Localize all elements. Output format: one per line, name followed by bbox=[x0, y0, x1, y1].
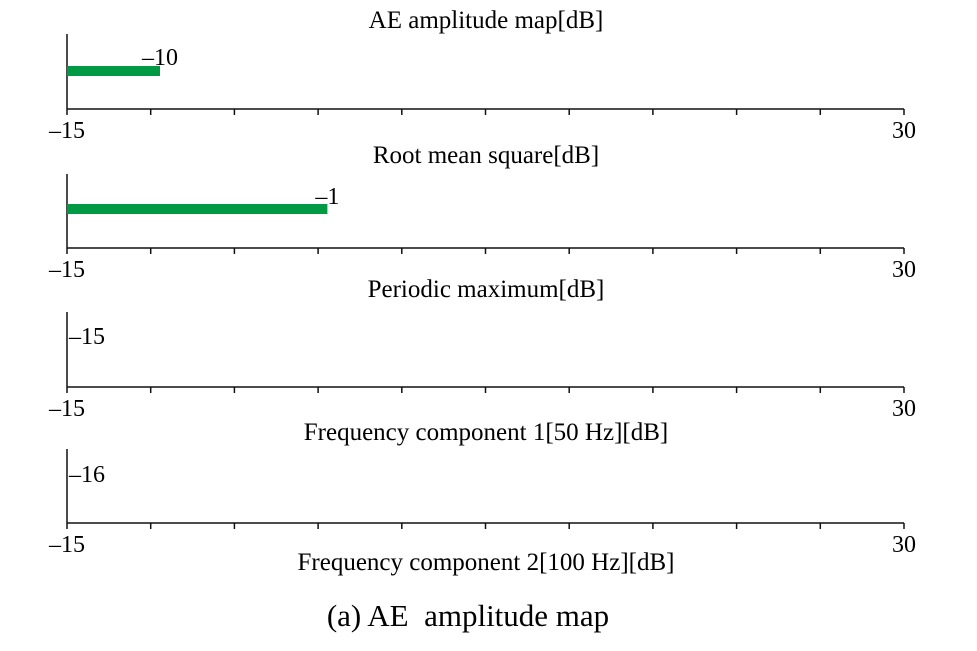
x-tick-label-max: 30 bbox=[892, 396, 916, 422]
x-tick-label-min: –15 bbox=[48, 396, 85, 422]
x-tick-label-min: –15 bbox=[48, 257, 85, 283]
x-tick-label-min: –15 bbox=[48, 532, 85, 558]
figure-caption: (a) AE amplitude map bbox=[327, 598, 609, 633]
chart-title: Periodic maximum[dB] bbox=[368, 276, 605, 303]
chart-title: Root mean square[dB] bbox=[373, 142, 599, 169]
bar-value-label: –16 bbox=[68, 462, 105, 488]
x-tick-label-max: 30 bbox=[892, 118, 916, 144]
x-tick-label-max: 30 bbox=[892, 532, 916, 558]
x-tick-label-max: 30 bbox=[892, 257, 916, 283]
bar bbox=[67, 204, 328, 214]
chart-title: Frequency component 2[100 Hz][dB] bbox=[298, 549, 675, 576]
chart-title: Frequency component 1[50 Hz][dB] bbox=[304, 419, 668, 446]
bar-value-label: –10 bbox=[141, 45, 178, 71]
bar bbox=[67, 66, 160, 76]
x-tick-label-min: –15 bbox=[48, 118, 85, 144]
bar-value-label: –1 bbox=[314, 184, 339, 210]
bar-value-label: –15 bbox=[68, 324, 105, 350]
chart-title: AE amplitude map[dB] bbox=[369, 7, 604, 34]
